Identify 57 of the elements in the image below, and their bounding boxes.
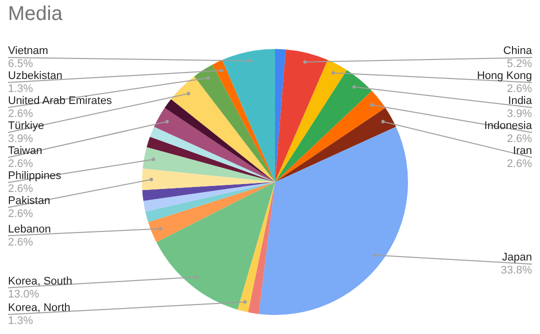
pie-slice — [143, 182, 275, 212]
data-label: 6.5% — [8, 58, 34, 70]
slice-label: Hong Kong — [476, 70, 532, 82]
data-label: 33.8% — [500, 264, 532, 277]
pie-slice — [258, 126, 408, 315]
pie-slice — [238, 182, 275, 312]
slice-label: Korea, South — [8, 275, 72, 288]
pie-slice — [150, 126, 275, 182]
data-label: 2.6% — [506, 133, 532, 145]
data-label: 2.6% — [8, 208, 34, 220]
data-label: 13.0% — [8, 288, 40, 300]
slice-label: China — [503, 45, 533, 57]
data-label: 3.9% — [8, 133, 34, 145]
pie-slice — [171, 76, 275, 182]
pie-slice — [275, 90, 386, 182]
slice-label: Korea, North — [8, 302, 70, 314]
slice-label: Pakistan — [8, 195, 50, 207]
slice-label: Indonesia — [484, 120, 533, 132]
slice-label: Uzbekistan — [8, 70, 62, 82]
data-label: 2.6% — [8, 108, 34, 120]
data-label: 2.6% — [506, 158, 532, 170]
data-label: 1.3% — [8, 315, 34, 328]
slice-label: Türkiye — [8, 120, 44, 132]
pie-slice — [275, 49, 286, 182]
pie-slice — [146, 136, 275, 182]
pie-slice — [212, 60, 275, 182]
data-label: 2.6% — [8, 236, 34, 248]
pie-slice — [194, 64, 275, 182]
pie-slice — [148, 182, 275, 242]
pie-slice — [142, 182, 275, 201]
data-label: 1.3% — [8, 83, 34, 95]
data-label: 5.2% — [506, 58, 532, 70]
slice-label: Japan — [502, 252, 532, 264]
slice-label: Iran — [513, 145, 532, 157]
chart-title: Media — [8, 3, 64, 25]
pie-slice — [142, 168, 275, 190]
data-label: 2.6% — [8, 158, 34, 170]
pie-slice — [164, 99, 275, 182]
pie-slice — [248, 182, 275, 314]
slice-label: Vietnam — [8, 45, 48, 57]
data-label: 2.6% — [8, 183, 34, 195]
pie-slice — [275, 108, 396, 182]
slice-label: Lebanon — [8, 223, 51, 236]
pie-slice — [145, 182, 275, 222]
pie-slice — [275, 60, 347, 182]
slice-label: Taiwan — [8, 145, 42, 157]
pie-slice — [222, 49, 275, 182]
pie-slice — [142, 147, 275, 182]
data-label: 3.9% — [506, 108, 532, 120]
slice-label: India — [508, 95, 533, 107]
pie-slice — [156, 182, 275, 310]
pie-slice — [154, 108, 275, 182]
slice-label: Philippines — [8, 170, 62, 182]
pie-slice — [275, 70, 372, 182]
slice-label: United Arab Emirates — [8, 95, 112, 107]
data-label: 2.6% — [506, 83, 532, 95]
pie-slice — [275, 49, 328, 182]
